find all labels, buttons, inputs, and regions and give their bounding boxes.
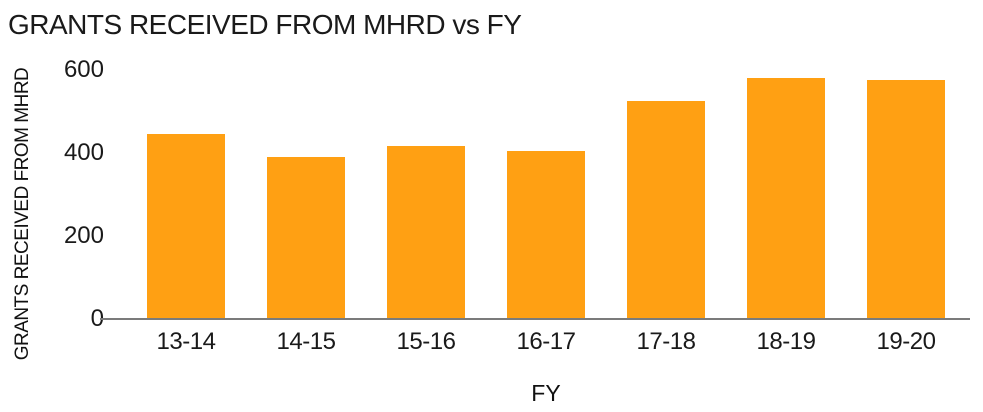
y-tick-label-0: 0 [90, 305, 104, 332]
x-tick-label-19-20: 19-20 [876, 328, 936, 355]
bar-13-14[interactable] [147, 134, 225, 319]
x-axis-title: FY [531, 380, 561, 406]
bar-14-15[interactable] [267, 157, 345, 319]
bar-18-19[interactable] [747, 78, 825, 319]
x-tick-label-15-16: 15-16 [396, 328, 456, 355]
y-tick-label-200: 200 [63, 222, 104, 249]
bar-17-18[interactable] [627, 101, 705, 319]
y-tick-label-400: 400 [63, 139, 104, 166]
y-axis-title: GRANTS RECEIVED FROM MHRD [12, 67, 33, 361]
bar-16-17[interactable] [507, 150, 585, 319]
x-tick-label-14-15: 14-15 [276, 328, 336, 355]
x-tick-label-17-18: 17-18 [636, 328, 696, 355]
bar-19-20[interactable] [867, 80, 945, 319]
x-tick-label-18-19: 18-19 [756, 328, 816, 355]
chart-title: GRANTS RECEIVED FROM MHRD vs FY [8, 9, 522, 40]
bar-15-16[interactable] [387, 145, 465, 319]
y-tick-label-600: 600 [63, 56, 104, 83]
x-axis-line [100, 318, 970, 320]
x-tick-label-13-14: 13-14 [156, 328, 216, 355]
x-tick-label-16-17: 16-17 [516, 328, 576, 355]
